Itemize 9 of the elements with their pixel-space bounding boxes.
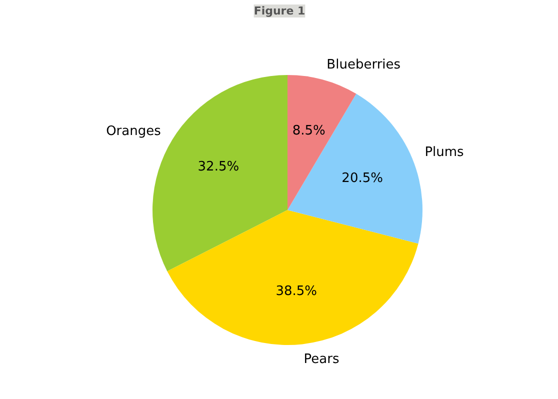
data-label: 8.5%: [292, 123, 326, 138]
data-label: 38.5%: [276, 284, 318, 300]
data-label: 32.5%: [198, 160, 240, 175]
slice-label: Oranges: [106, 124, 162, 139]
data-label: 20.5%: [342, 171, 383, 186]
slice-label: Pears: [304, 352, 340, 368]
chart-title: Figure 1: [254, 4, 306, 18]
slice-label: Blueberries: [326, 57, 401, 72]
slice-label: Plums: [424, 144, 464, 160]
